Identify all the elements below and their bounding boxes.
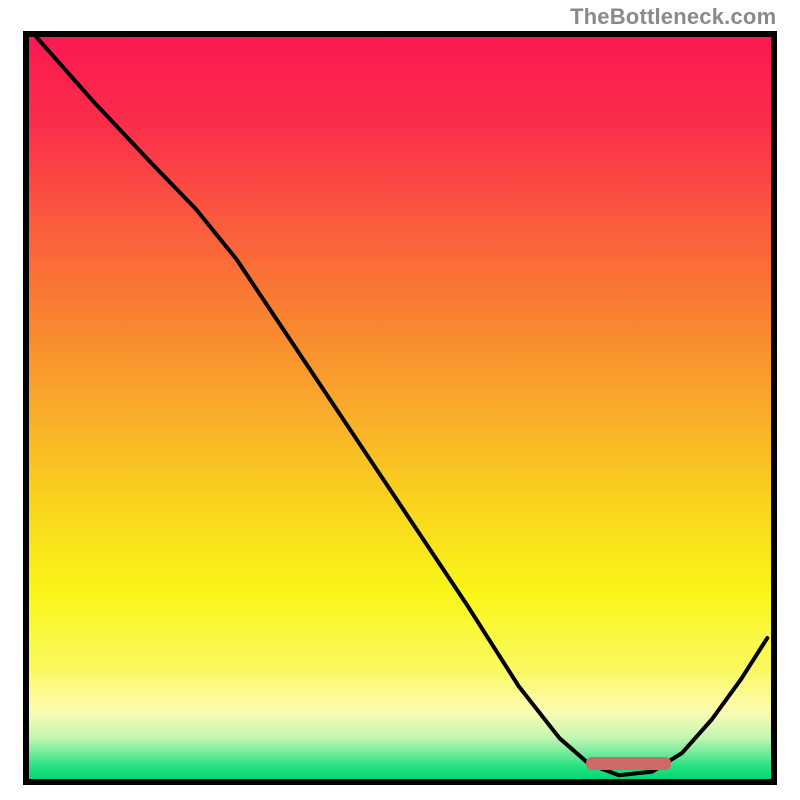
chart-root: TheBottleneck.com xyxy=(0,0,800,800)
watermark-text: TheBottleneck.com xyxy=(570,4,776,30)
bottleneck-curve xyxy=(29,37,771,779)
plot-frame xyxy=(23,31,777,785)
optimal-range-marker xyxy=(586,757,671,770)
